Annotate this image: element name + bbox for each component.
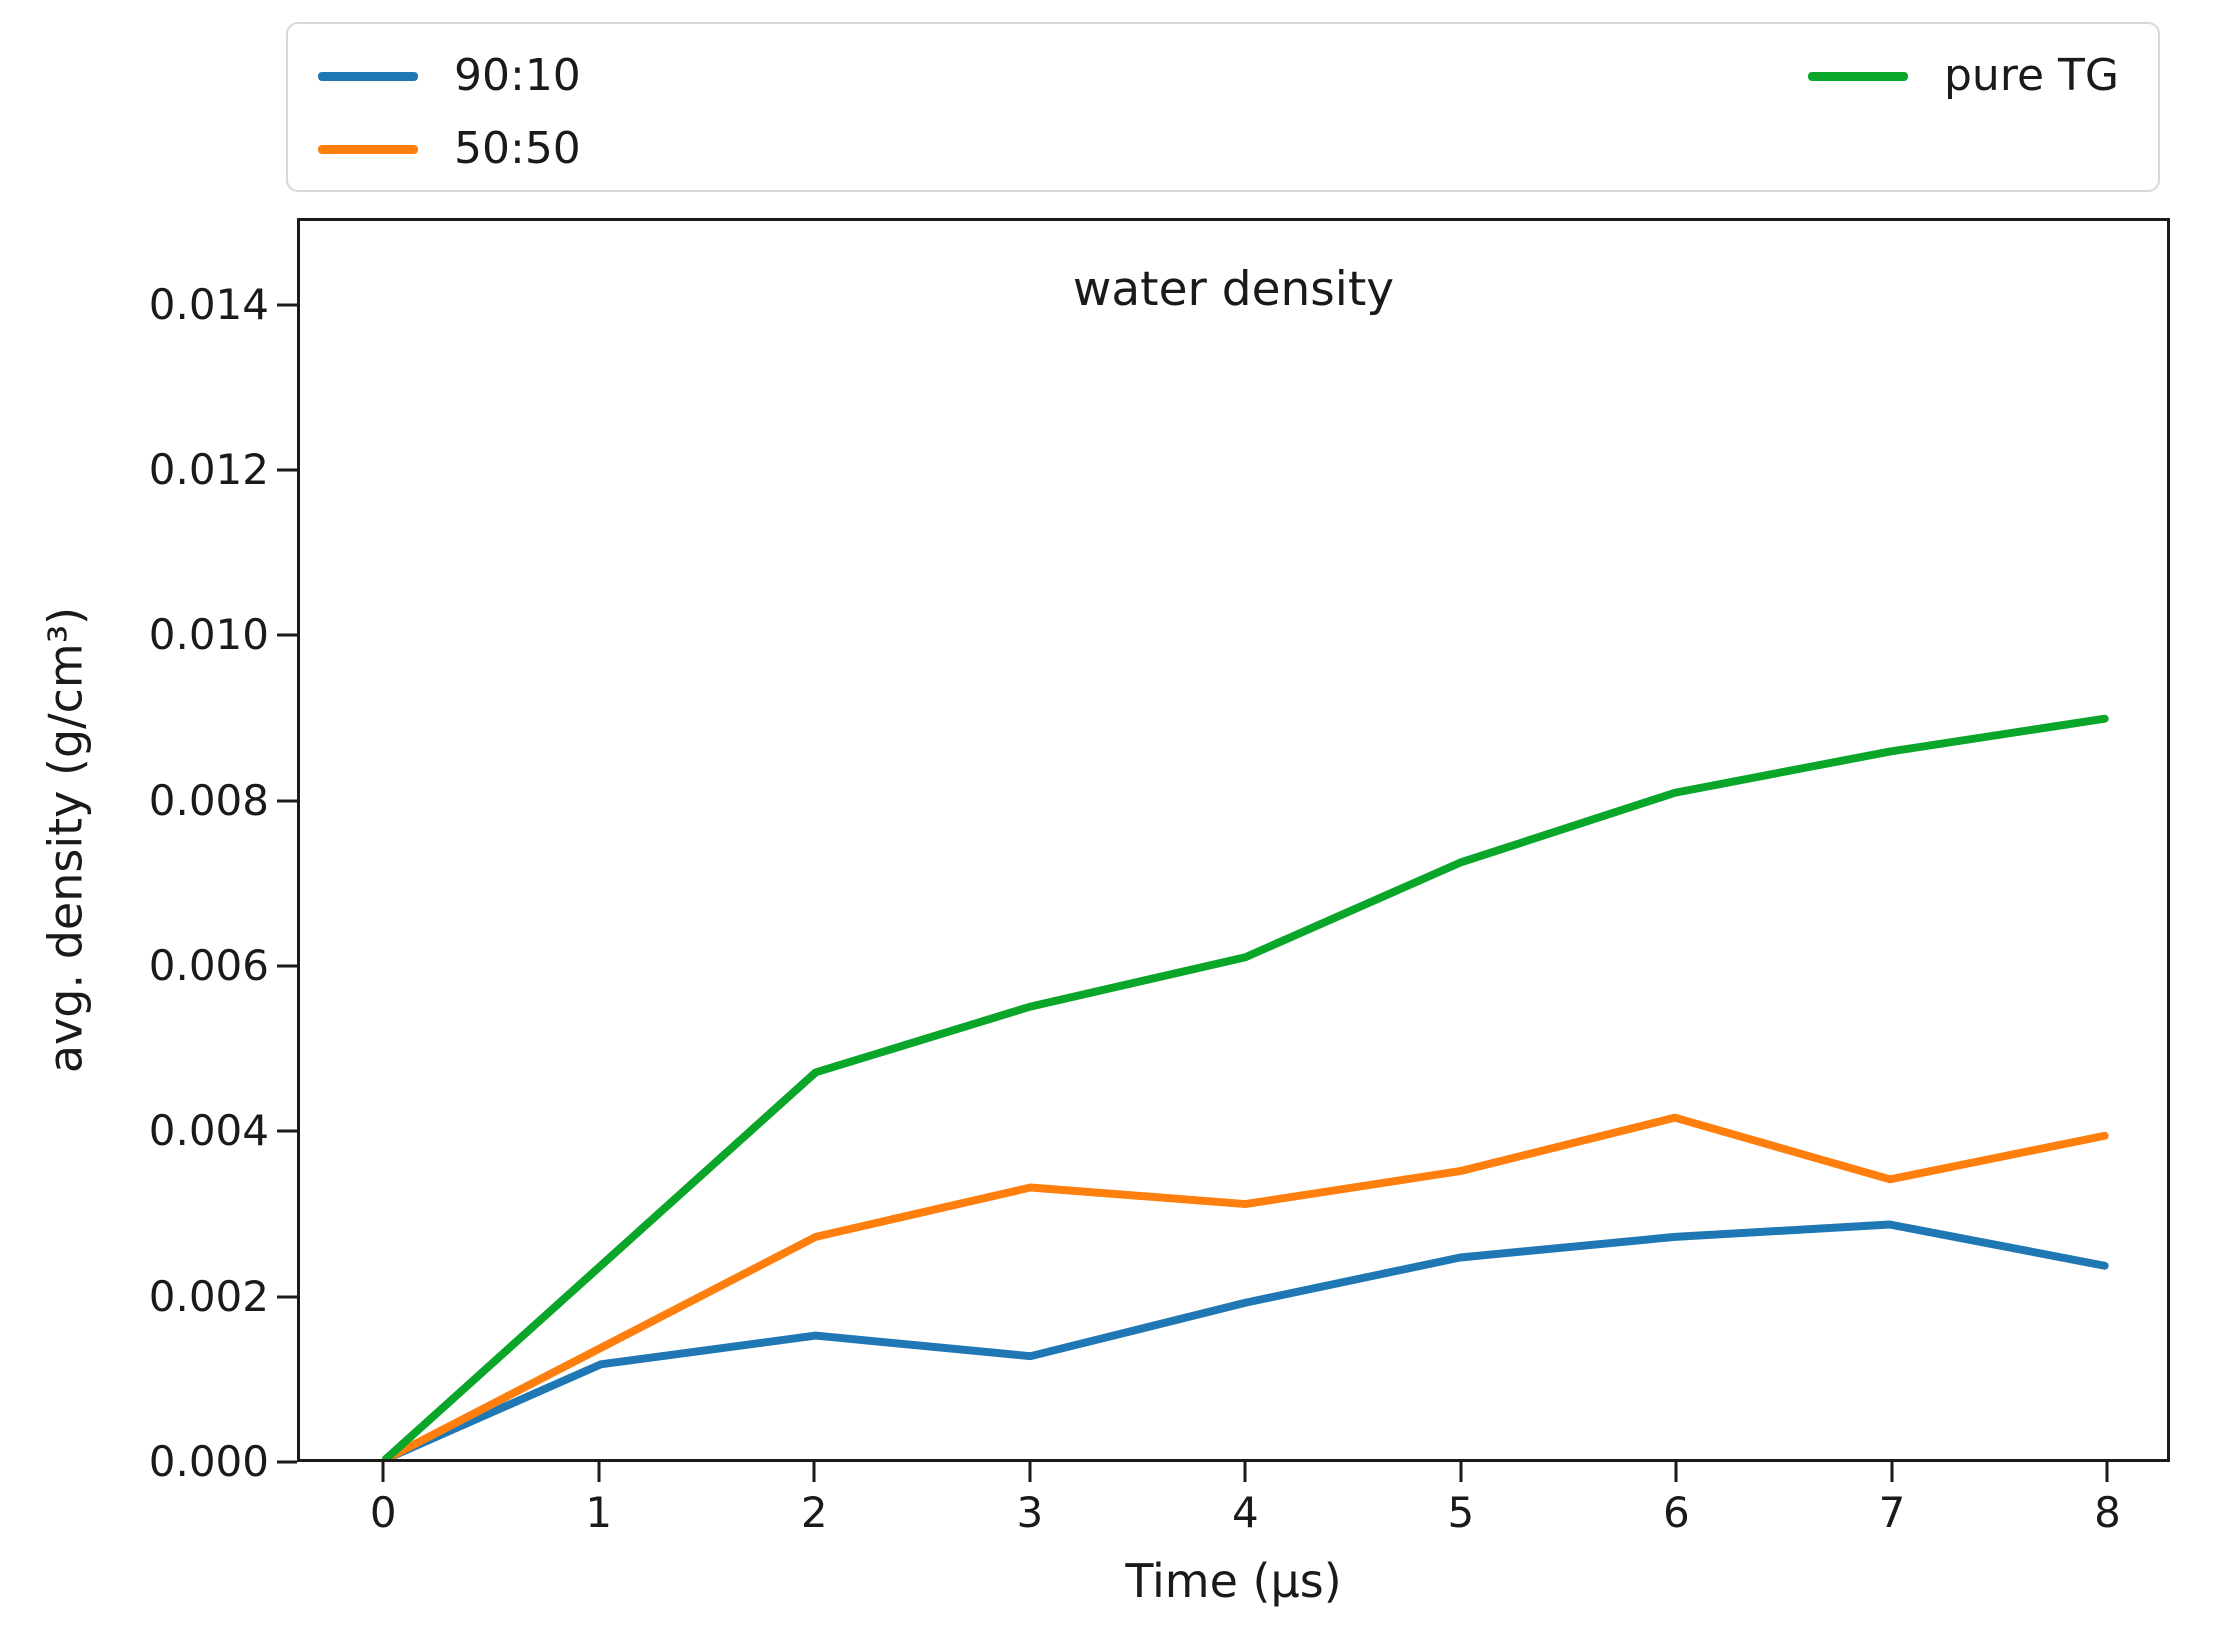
legend-label: 50:50 — [454, 123, 581, 174]
y-tick-mark — [277, 964, 297, 968]
legend-label: pure TG — [1944, 50, 2119, 101]
x-tick-label: 0 — [369, 1488, 397, 1537]
y-tick-label: 0.004 — [148, 1106, 269, 1156]
y-tick-mark — [277, 1460, 297, 1464]
y-tick-mark — [277, 468, 297, 472]
y-tick-label: 0.008 — [148, 775, 269, 825]
legend-entry-pure-tg: pure TG — [1808, 46, 2119, 106]
x-tick-label: 6 — [1663, 1488, 1690, 1537]
x-tick-label: 8 — [2094, 1488, 2121, 1537]
x-tick-label: 4 — [1231, 1488, 1259, 1537]
x-tick-label: 5 — [1447, 1488, 1475, 1537]
y-tick-label: 0.002 — [148, 1271, 269, 1321]
y-tick-mark — [277, 1295, 297, 1299]
y-tick-label: 0.012 — [148, 445, 269, 495]
x-tick-mark — [1890, 1462, 1894, 1482]
x-axis-label: Time (μs) — [1125, 1554, 1342, 1608]
y-tick-label: 0.000 — [148, 1437, 269, 1486]
legend-label: 90:10 — [454, 50, 581, 101]
legend-line-swatch-green — [1808, 71, 1908, 81]
legend-entry-90-10: 90:10 — [318, 46, 581, 106]
x-tick-label: 3 — [1016, 1488, 1044, 1537]
x-tick-mark — [2105, 1462, 2109, 1482]
x-tick-mark — [812, 1462, 816, 1482]
y-tick-label: 0.006 — [148, 941, 269, 991]
plot-area — [297, 218, 2170, 1462]
x-tick-label: 1 — [585, 1488, 613, 1537]
y-tick-label: 0.014 — [148, 279, 269, 329]
x-tick-label: 2 — [800, 1488, 828, 1537]
y-tick-mark — [277, 1129, 297, 1133]
line-series-90-10 — [381, 1220, 2109, 1459]
y-axis-label: avg. density (g/cm³) — [38, 606, 93, 1074]
x-tick-mark — [1028, 1462, 1032, 1482]
x-tick-mark — [597, 1462, 601, 1482]
y-tick-mark — [277, 799, 297, 803]
line-series-pure-tg — [381, 714, 2109, 1459]
y-tick-mark — [277, 303, 297, 307]
x-tick-label: 7 — [1878, 1488, 1906, 1537]
y-tick-mark — [277, 633, 297, 637]
legend-line-swatch-blue — [318, 71, 418, 81]
x-tick-mark — [1243, 1462, 1247, 1482]
legend: 90:10 50:50 pure TG — [286, 22, 2160, 192]
y-tick-label: 0.010 — [148, 610, 269, 660]
x-tick-mark — [1459, 1462, 1463, 1482]
x-tick-mark — [1674, 1462, 1678, 1482]
legend-line-swatch-orange — [318, 144, 418, 154]
plot-lines — [381, 714, 2109, 1459]
legend-entry-50-50: 50:50 — [318, 119, 581, 179]
chart-title: water density — [1072, 262, 1395, 317]
line-series-50-50 — [381, 1113, 2109, 1459]
x-tick-mark — [381, 1462, 385, 1482]
